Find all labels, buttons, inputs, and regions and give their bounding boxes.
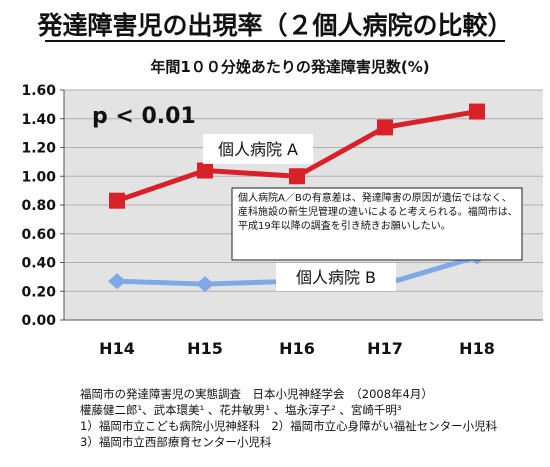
x-tick-label: H16: [279, 339, 315, 358]
title-underline: [45, 40, 505, 42]
y-tick-label: 1.00: [21, 169, 56, 185]
p-value-label: p < 0.01: [92, 104, 196, 129]
citation-footer: 福岡市の発達障害児の実態調査 日本小児神経学会 （2008年4月） 權藤健二郎¹…: [80, 386, 540, 450]
data-point-square: [289, 168, 305, 185]
x-tick-label: H17: [367, 339, 403, 358]
data-point-diamond: [196, 276, 214, 293]
x-tick-label: H14: [99, 339, 135, 358]
data-point-diamond: [108, 273, 126, 290]
footer-line: 1）福岡市立こども病院小児神経科 2）福岡市立心身障がい福祉センター小児科: [80, 419, 498, 433]
y-tick-label: 1.40: [21, 112, 56, 128]
note-container: 個人病院A／Bの有意差は、発達障害の原因が遺伝ではなく、産科施設の新生児管理の違…: [238, 193, 518, 232]
data-point-square: [377, 119, 393, 136]
footer-line: 福岡市の発達障害児の実態調査 日本小児神経学会 （2008年4月）: [80, 387, 433, 401]
x-tick-label: H15: [187, 339, 223, 358]
series-label-box: [203, 134, 313, 164]
data-point-square: [109, 192, 125, 209]
y-tick-label: 1.60: [21, 83, 56, 99]
y-tick-label: 0.60: [21, 227, 56, 243]
series-label: 個人病院 A: [218, 140, 298, 159]
footer-line: 3）福岡市立西部療育センター小児科: [80, 435, 272, 449]
series-label: 個人病院 B: [296, 268, 376, 287]
y-tick-label: 1.20: [21, 141, 56, 157]
y-tick-label: 0.40: [21, 256, 56, 272]
chart-title: 年間1００分娩あたりの発達障害児数(%): [150, 58, 430, 76]
y-tick-label: 0.80: [21, 198, 56, 214]
data-point-square: [197, 162, 213, 179]
note-box: [231, 187, 523, 261]
y-tick-label: 0.20: [21, 284, 56, 300]
y-tick-label: 0.00: [21, 313, 56, 329]
page-title: 発達障害児の出現率（２個人病院の比較）: [37, 11, 513, 40]
line-chart: 0.00 0.20 0.40 0.60 0.80 1.00 1.20 1.40 1.60 H14 H…: [21, 83, 543, 358]
data-point-square: [469, 103, 485, 120]
series-label-box: [276, 263, 396, 291]
note-text: 個人病院A／Bの有意差は、発達障害の原因が遺伝ではなく、産科施設の新生児管理の違…: [238, 193, 518, 232]
x-tick-label: H18: [459, 339, 495, 358]
footer-line: 權藤健二郎¹、武本環美¹ 、花井敏男¹ 、塩永淳子² 、宮崎千明³: [80, 403, 402, 417]
